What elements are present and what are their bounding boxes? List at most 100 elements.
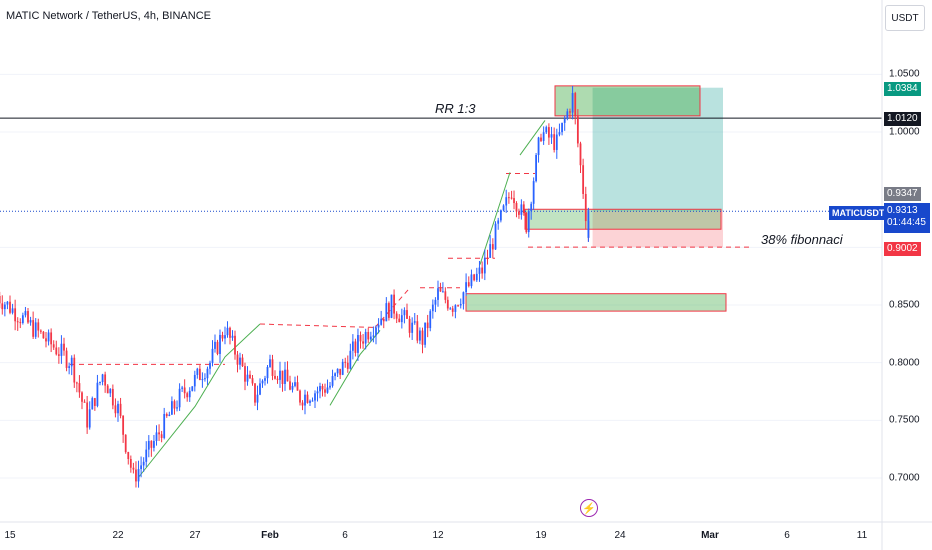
swing-dashed-line-3 (259, 323, 376, 328)
candle-body (475, 273, 478, 281)
candle-body (449, 308, 452, 310)
grid-lines (0, 73, 882, 479)
candle-body (21, 315, 24, 323)
candle-body (219, 334, 221, 354)
candle-body (510, 197, 513, 199)
fibonacci-annotation[interactable]: 38% fibonnaci (761, 232, 843, 247)
candle-body (127, 452, 130, 460)
candle-body (251, 378, 254, 384)
candle-body (439, 288, 442, 292)
candle-body (57, 354, 60, 356)
candle-body (73, 357, 76, 383)
candle-body (83, 401, 86, 403)
candle-body (545, 127, 548, 133)
candle-body (78, 383, 81, 393)
candle-body (88, 409, 91, 428)
y-tick-label: 1.0500 (889, 68, 920, 80)
candle-body (346, 362, 349, 369)
candle-body (246, 374, 249, 382)
candle-body (109, 388, 112, 394)
candle-body (114, 405, 117, 414)
candle-body (241, 357, 244, 367)
x-tick-label: 15 (4, 530, 16, 541)
candle-body (32, 320, 35, 337)
candle-body (249, 374, 251, 379)
candle-body (385, 303, 388, 322)
candle-body (393, 294, 395, 314)
candle-body (558, 132, 561, 135)
x-tick-label: 6 (784, 530, 790, 541)
candle-body (244, 366, 246, 382)
candle-body (221, 334, 224, 339)
candle-body (27, 311, 29, 323)
candle-body (522, 204, 525, 214)
candle-body (351, 341, 354, 351)
candle-body (155, 432, 158, 441)
candle-body (176, 407, 178, 409)
stop-price-tag: 0.9002 (884, 242, 921, 256)
y-tick-label: 0.7000 (889, 472, 920, 484)
candle-body (153, 440, 155, 448)
candle-body (254, 383, 256, 403)
candle-body (193, 374, 196, 387)
candle-body (122, 415, 125, 435)
bar-countdown: 01:44:45 (887, 217, 926, 228)
candle-body (505, 197, 508, 206)
candle-body (326, 387, 329, 393)
candle-body (540, 137, 542, 141)
candle-body (234, 335, 236, 355)
lightning-icon[interactable]: ⚡ (580, 499, 598, 517)
candle-body (576, 116, 579, 144)
candle-body (525, 213, 528, 233)
candle-body (0, 295, 1, 304)
candle-body (421, 330, 424, 345)
candle-body (319, 386, 321, 392)
candle-body (60, 343, 63, 356)
candle-body (289, 381, 291, 390)
candle-body (532, 181, 535, 204)
candle-body (491, 244, 494, 250)
y-tick-label: 0.8500 (889, 299, 920, 311)
candlesticks (0, 85, 590, 488)
candle-body (86, 402, 89, 428)
candle-body (34, 322, 37, 337)
candle-body (395, 313, 398, 319)
candle-body (186, 393, 189, 398)
candle-body (382, 318, 385, 322)
y-tick-label: 0.7500 (889, 414, 920, 426)
candle-body (530, 203, 533, 212)
candle-body (63, 343, 65, 351)
candle-body (256, 394, 259, 403)
candle-body (231, 335, 234, 338)
candle-body (104, 374, 107, 386)
candle-body (211, 348, 214, 363)
candle-body (132, 467, 135, 470)
candle-body (527, 211, 530, 233)
candle-body (483, 257, 486, 274)
candle-body (135, 469, 137, 482)
candle-body (329, 385, 331, 388)
candle-body (339, 368, 342, 375)
candle-body (459, 303, 462, 306)
current-price: 0.9313 (887, 205, 918, 216)
candle-body (584, 193, 587, 222)
candle-body (336, 368, 339, 374)
x-tick-label: 11 (856, 530, 868, 541)
currency-unit-button[interactable]: USDT (885, 5, 925, 31)
candle-body (279, 370, 281, 380)
candle-body (499, 210, 502, 221)
candle-body (188, 390, 191, 398)
candle-body (431, 304, 434, 312)
trade-zones (465, 85, 727, 312)
candle-body (324, 389, 326, 393)
target-price-tag: 1.0384 (884, 82, 921, 96)
candle-body (364, 331, 367, 344)
candle-body (563, 118, 566, 123)
candle-body (91, 398, 94, 410)
candle-body (173, 401, 176, 409)
rr-annotation[interactable]: RR 1:3 (435, 101, 476, 116)
candle-body (507, 197, 510, 199)
candle-body (81, 392, 83, 402)
drawing-lines (0, 117, 882, 479)
